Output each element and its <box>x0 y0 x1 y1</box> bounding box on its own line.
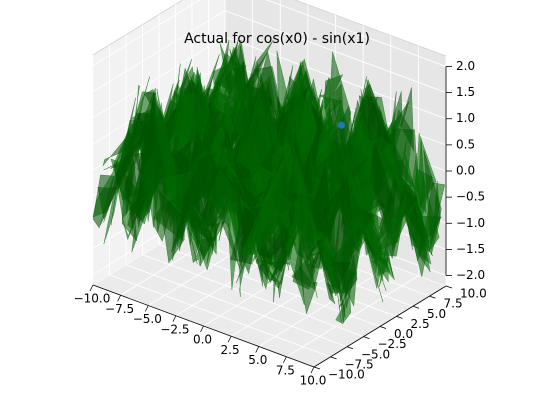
x-axis-tick <box>90 285 93 291</box>
y-axis-tick <box>380 327 386 329</box>
x-axis-tick <box>311 367 314 373</box>
x-axis-tick-label: −7.5 <box>105 302 134 316</box>
y-axis-tick <box>446 286 452 288</box>
x-axis-tick-label: 5.0 <box>248 353 267 367</box>
x-axis-tick <box>201 326 204 332</box>
x-axis-tick <box>256 347 259 353</box>
highlight-point-group <box>338 122 345 129</box>
z-axis-tick-label: 1.5 <box>456 85 475 99</box>
x-axis-tick-label: 0.0 <box>193 333 212 347</box>
highlight-point <box>338 122 345 129</box>
y-axis-tick <box>364 337 370 339</box>
y-axis-tick <box>347 347 353 349</box>
z-axis: −2.0 −1.5 −1.0 −0.5 0.0 0.5 1.0 1.5 2.0 <box>446 59 485 282</box>
z-axis-tick-label: 0.0 <box>456 164 475 178</box>
y-axis-tick <box>314 367 320 369</box>
x-axis-tick-label: −2.5 <box>160 322 189 336</box>
y-axis-tick <box>397 316 403 318</box>
z-axis-tick-label: −2.0 <box>456 268 485 282</box>
x-axis-tick <box>173 316 176 322</box>
x-axis-tick <box>283 357 286 363</box>
x-axis-tick-label: 10.0 <box>300 374 327 388</box>
z-axis-tick-label: −1.0 <box>456 216 485 230</box>
x-axis-tick-label: 2.5 <box>221 343 240 357</box>
x-axis-tick-label: 7.5 <box>276 363 295 377</box>
x-axis-tick <box>145 306 148 312</box>
y-axis-tick <box>331 357 337 359</box>
z-axis-tick-label: 1.0 <box>456 111 475 125</box>
y-axis-tick <box>413 306 419 308</box>
y-axis-tick <box>430 296 436 298</box>
chart-title: Actual for cos(x0) - sin(x1) <box>0 31 554 47</box>
x-axis-tick <box>118 295 121 301</box>
x-axis-tick-label: −5.0 <box>133 312 162 326</box>
z-axis-tick-label: 2.0 <box>456 59 475 73</box>
z-axis-tick-label: 0.5 <box>456 137 475 151</box>
z-axis-tick-label: −1.5 <box>456 242 485 256</box>
z-axis-tick-label: −0.5 <box>456 190 485 204</box>
x-axis-tick <box>228 336 231 342</box>
y-axis-tick-label: 10.0 <box>460 287 487 301</box>
